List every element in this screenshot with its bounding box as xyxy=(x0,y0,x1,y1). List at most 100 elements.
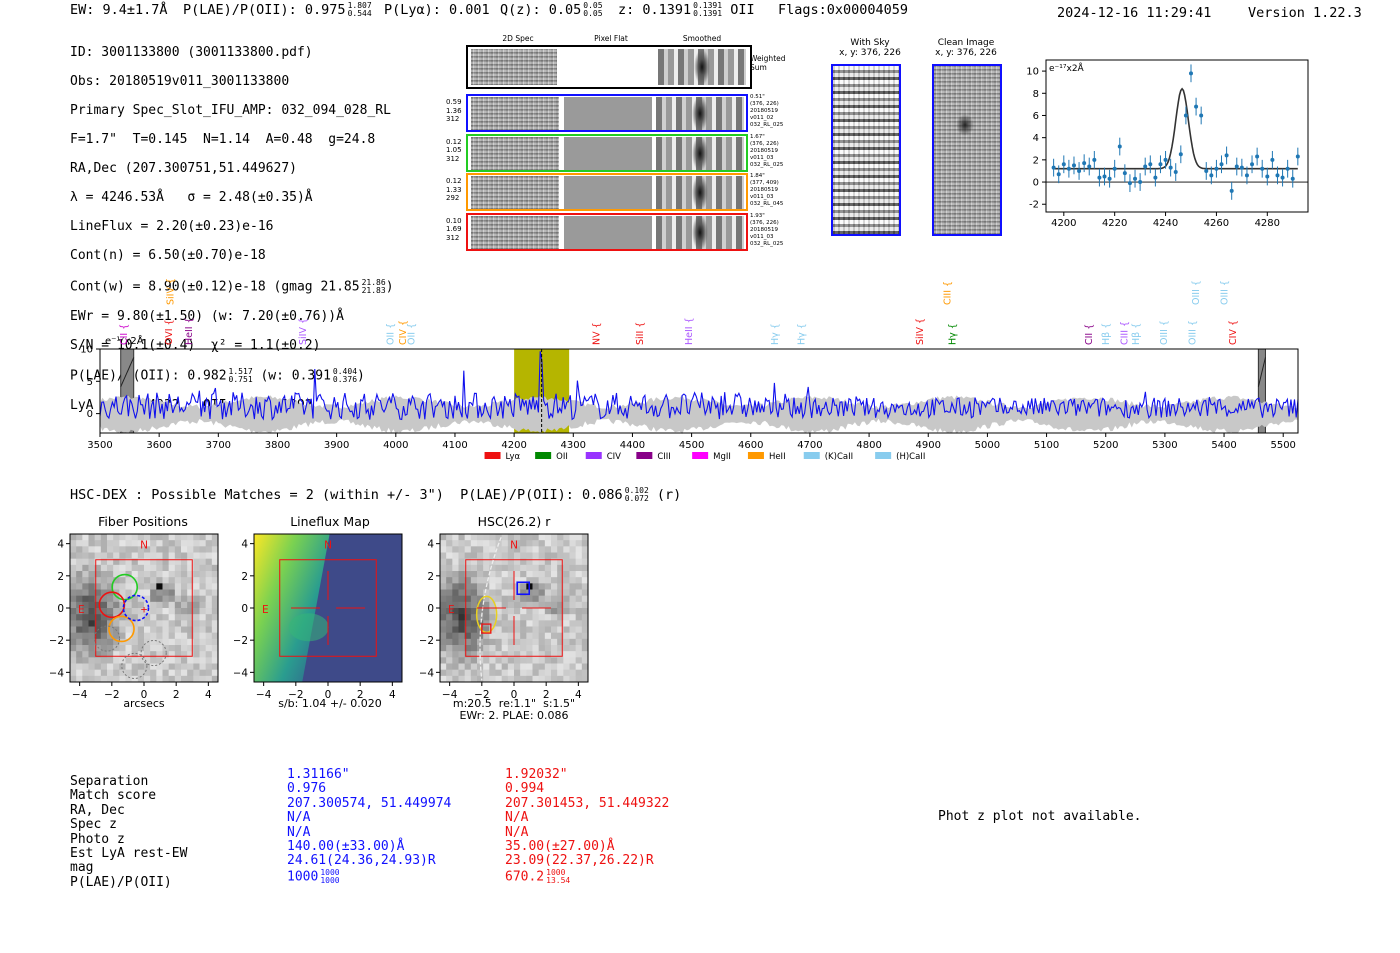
image-pixel xyxy=(544,645,552,652)
image-pixel xyxy=(458,657,466,664)
image-pixel xyxy=(144,614,151,621)
image-pixel xyxy=(88,626,96,634)
image-pixel xyxy=(100,626,108,634)
image-pixel xyxy=(489,589,496,597)
image-pixel xyxy=(532,564,540,572)
image-pixel xyxy=(150,589,157,597)
image-pixel xyxy=(458,669,466,677)
spectrum-line-label-text: Hβ { xyxy=(1101,323,1112,345)
image-pixel xyxy=(119,614,126,621)
spectrum-xtick-label: 3500 xyxy=(87,440,112,451)
image-pixel xyxy=(181,577,188,584)
image-pixel xyxy=(440,595,447,603)
image-pixel xyxy=(82,663,89,671)
image-pixel xyxy=(137,558,145,566)
image-pixel xyxy=(532,601,540,609)
zoom-data-point xyxy=(1295,154,1300,159)
cutout-col-title-pixelflat: Pixel Flat xyxy=(594,34,628,43)
image-pixel xyxy=(470,558,478,566)
image-pixel xyxy=(440,675,447,683)
image-pixel xyxy=(211,626,219,634)
image-pixel xyxy=(464,620,472,627)
image-pixel xyxy=(144,669,151,677)
image-pixel xyxy=(162,558,170,566)
hsc-image-panel: 4 2 0 −2 −4 −4 −2 0 2 4 N E xyxy=(420,533,589,701)
image-pixel xyxy=(575,546,583,553)
image-pixel xyxy=(557,601,564,609)
image-pixel xyxy=(199,614,207,621)
image-pixel xyxy=(156,564,163,572)
image-pixel xyxy=(575,620,583,627)
image-pixel xyxy=(575,577,583,584)
image-pixel xyxy=(70,657,77,664)
panel-xtick-label: 0 xyxy=(511,689,518,701)
spectrum-line-label-text: OII { xyxy=(407,323,418,345)
hsc-title: HSC-DEX : Possible Matches = 2 (within +… xyxy=(70,486,682,504)
spectrum-line-label: SiIV { xyxy=(298,318,309,345)
image-pixel xyxy=(581,583,589,590)
image-pixel xyxy=(174,620,182,627)
image-pixel xyxy=(193,601,200,609)
image-pixel xyxy=(446,546,453,553)
image-pixel xyxy=(193,534,200,541)
spectrum-line-label-text: CIV { xyxy=(398,320,409,345)
image-pixel xyxy=(156,577,163,584)
image-pixel xyxy=(520,620,527,627)
spectrum-line-label-text: SiII { xyxy=(635,322,646,345)
image-pixel xyxy=(538,540,546,547)
image-pixel xyxy=(181,663,188,671)
image-pixel xyxy=(107,564,114,572)
image-pixel xyxy=(551,614,558,621)
image-pixel xyxy=(125,564,133,572)
spectrum-line-label-text: OIII { xyxy=(1159,320,1170,345)
image-pixel xyxy=(150,614,157,621)
image-pixel xyxy=(557,632,564,640)
image-pixel xyxy=(187,669,194,677)
image-pixel xyxy=(489,571,496,578)
image-pixel xyxy=(514,614,521,621)
image-pixel xyxy=(181,620,188,627)
image-pixel xyxy=(520,558,527,566)
image-pixel xyxy=(187,626,194,634)
image-pixel xyxy=(581,663,589,671)
image-pixel xyxy=(113,645,120,652)
spectrum-flux-line xyxy=(99,351,1299,421)
image-pixel xyxy=(211,657,219,664)
image-pixel xyxy=(70,669,77,677)
weighted-smoothed xyxy=(658,49,746,85)
image-pixel xyxy=(119,675,126,683)
panel-ytick-label: 4 xyxy=(427,539,434,551)
image-pixel xyxy=(88,669,96,677)
image-pixel xyxy=(470,577,478,584)
image-pixel xyxy=(501,589,509,597)
image-pixel xyxy=(495,669,503,677)
image-pixel xyxy=(88,552,96,560)
image-pixel xyxy=(211,645,219,652)
image-pixel xyxy=(581,564,589,572)
image-pixel xyxy=(125,589,133,597)
spectrum-legend-swatch xyxy=(747,452,764,459)
image-pixel xyxy=(507,577,515,584)
image-pixel xyxy=(544,626,552,634)
image-pixel xyxy=(544,663,552,671)
image-pixel xyxy=(563,534,570,541)
image-pixel xyxy=(452,645,459,652)
image-pixel xyxy=(489,583,496,590)
image-pixel xyxy=(94,546,102,553)
image-pixel xyxy=(563,552,570,560)
image-pixel xyxy=(211,558,219,566)
image-pixel xyxy=(137,589,145,597)
image-pixel xyxy=(569,620,577,627)
spectrum-ytick-label: 10 xyxy=(80,345,93,356)
image-pixel xyxy=(100,577,108,584)
spectrum-line-label: SiIV { xyxy=(915,318,926,345)
spectrum-legend-label: Lyα xyxy=(506,452,521,462)
image-pixel xyxy=(150,632,157,640)
image-pixel xyxy=(563,638,570,646)
image-pixel xyxy=(470,663,478,671)
zoom-data-point xyxy=(1265,174,1270,179)
image-pixel xyxy=(199,638,207,646)
image-pixel xyxy=(168,589,176,597)
image-pixel xyxy=(581,645,589,652)
image-pixel xyxy=(82,595,89,603)
